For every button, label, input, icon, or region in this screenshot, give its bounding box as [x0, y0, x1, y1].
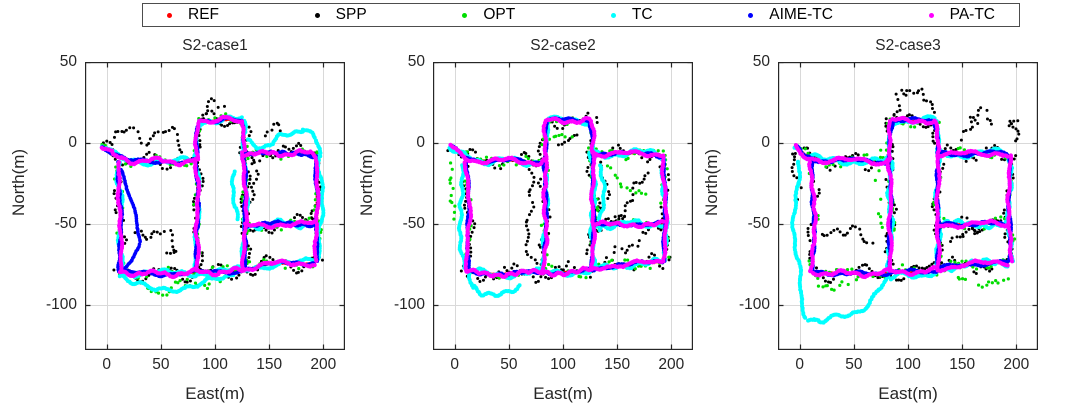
legend-entry-tc: TC: [610, 6, 653, 24]
y-tick-label: 50: [407, 53, 425, 70]
x-tick-label: 200: [1003, 356, 1030, 373]
plot-title: S2-case2: [530, 37, 596, 54]
legend-entry-pa-tc: PA-TC: [928, 6, 995, 24]
subplot-s2-case3: S2-case3 North(m) East(m) 0 50 100 150 200 50…: [702, 37, 1038, 403]
y-axis-label: North(m): [702, 148, 721, 216]
tc-marker-icon: [610, 12, 616, 18]
legend-box: REF SPP OPT TC AIME-TC PA-TC: [142, 3, 1020, 27]
x-tick-label: 0: [102, 356, 111, 373]
aime-tc-marker-icon: [748, 12, 754, 18]
legend-entry-spp: SPP: [314, 6, 367, 24]
x-tick-label: 50: [152, 356, 170, 373]
plot-area: [433, 62, 693, 350]
x-tick-label: 200: [310, 356, 337, 373]
ref-marker-icon: [167, 12, 172, 18]
subplot-s2-case1: S2-case1 North(m) East(m) 0 50 100 150 200 50…: [9, 37, 345, 403]
spp-marker-icon: [314, 12, 320, 18]
x-axis-label: East(m): [185, 384, 245, 403]
x-tick-label: 50: [845, 356, 863, 373]
legend-entry-opt: OPT: [462, 7, 515, 23]
x-axis-label: East(m): [878, 384, 938, 403]
x-axis-label: East(m): [533, 384, 593, 403]
x-tick-label: 100: [895, 356, 921, 373]
y-tick-label: -100: [393, 295, 425, 313]
y-tick-label: 50: [752, 53, 770, 70]
y-tick-label: 50: [59, 53, 77, 70]
y-tick-label: -50: [54, 214, 77, 232]
opt-marker-icon: [462, 12, 468, 18]
x-tick-label: 100: [202, 356, 228, 373]
y-tick-label: 0: [416, 133, 425, 151]
x-tick-label: 50: [500, 356, 518, 373]
x-tick-label: 200: [658, 356, 685, 373]
plot-title: S2-case3: [875, 37, 941, 54]
y-axis-label: North(m): [9, 148, 28, 216]
plot-title: S2-case1: [182, 37, 248, 54]
y-tick-label: -100: [45, 295, 77, 313]
y-tick-label: -50: [402, 214, 425, 232]
x-tick-label: 0: [450, 356, 459, 373]
y-tick-label: 0: [761, 133, 770, 151]
x-tick-label: 100: [550, 356, 576, 373]
legend-label: REF: [188, 6, 219, 24]
y-axis-label: North(m): [357, 148, 376, 216]
legend-label: OPT: [483, 6, 516, 24]
legend-label: TC: [631, 6, 653, 24]
plot-area: [85, 62, 345, 350]
y-tick-label: -50: [747, 214, 770, 232]
x-tick-label: 0: [795, 356, 804, 373]
legend-entry-aime-tc: AIME-TC: [748, 7, 833, 23]
x-tick-label: 150: [604, 356, 631, 373]
legend-entry-ref: REF: [167, 7, 219, 23]
legend-label: SPP: [335, 6, 367, 24]
subplot-s2-case2: S2-case2 North(m) East(m) 0 50 100 150 200 50…: [357, 37, 693, 403]
y-tick-label: -100: [738, 295, 770, 313]
pa-tc-marker-icon: [928, 12, 934, 18]
x-tick-label: 150: [949, 356, 976, 373]
legend-label: PA-TC: [949, 6, 995, 24]
plot-area: [778, 62, 1038, 350]
legend-label: AIME-TC: [769, 6, 833, 24]
y-tick-label: 0: [68, 133, 77, 151]
x-tick-label: 150: [256, 356, 283, 373]
